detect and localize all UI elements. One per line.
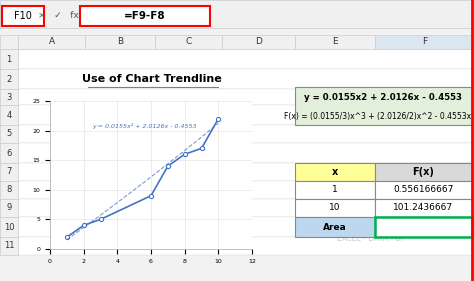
Bar	[0, 237, 18, 255]
Text: D: D	[255, 37, 262, 46]
Text: exceldemy
EXCEL - DATA - BI: exceldemy EXCEL - DATA - BI	[337, 223, 403, 243]
Bar	[0, 105, 18, 125]
Bar	[295, 181, 375, 199]
Text: 1: 1	[117, 129, 123, 139]
Bar	[85, 105, 155, 125]
Bar	[375, 199, 472, 217]
Bar	[18, 125, 474, 143]
Text: 9: 9	[6, 203, 12, 212]
Bar	[18, 217, 474, 237]
Bar	[0, 163, 18, 181]
Bar	[18, 163, 474, 181]
Text: E: E	[332, 37, 338, 46]
Bar	[18, 69, 474, 89]
Text: 2: 2	[6, 74, 12, 83]
Text: F10: F10	[14, 11, 32, 21]
Bar	[18, 49, 474, 69]
Text: ×   ✓   fx: × ✓ fx	[37, 12, 78, 21]
Text: 4: 4	[6, 110, 12, 119]
Bar	[0, 49, 18, 69]
Bar	[375, 181, 472, 199]
Bar	[0, 35, 18, 49]
Text: 6: 6	[6, 148, 12, 157]
Text: F(x) = (0.0155/3)x^3 + (2.0126/2)x^2 - 0.4553x+c: F(x) = (0.0155/3)x^3 + (2.0126/2)x^2 - 0…	[284, 112, 474, 121]
Bar	[18, 143, 474, 163]
Bar	[18, 89, 474, 105]
Text: C: C	[185, 37, 191, 46]
Text: Area: Area	[323, 223, 347, 232]
Text: 11: 11	[4, 241, 14, 250]
Bar	[18, 181, 474, 199]
Text: F(x): F(x)	[412, 167, 435, 177]
Text: 1: 1	[6, 55, 12, 64]
Bar	[375, 217, 472, 237]
Text: 1: 1	[332, 185, 338, 194]
Bar	[80, 6, 210, 26]
Bar	[0, 125, 18, 143]
Bar	[295, 163, 375, 181]
Bar	[295, 87, 472, 125]
Text: 3: 3	[6, 92, 12, 101]
Bar	[0, 217, 18, 237]
Text: X: X	[116, 110, 124, 120]
Bar	[18, 237, 474, 255]
Bar	[2, 6, 44, 26]
Bar	[18, 35, 85, 49]
Text: 10: 10	[4, 223, 14, 232]
Bar	[295, 217, 375, 237]
Bar	[85, 125, 155, 143]
Bar	[295, 199, 375, 217]
Text: A: A	[48, 37, 55, 46]
Text: =F9-F8: =F9-F8	[124, 11, 166, 21]
Bar	[155, 125, 220, 143]
Bar	[0, 143, 18, 163]
Bar	[85, 35, 155, 49]
Text: 0.556166667: 0.556166667	[393, 185, 454, 194]
Bar	[18, 105, 474, 125]
Bar	[375, 217, 472, 237]
Text: 10: 10	[329, 203, 341, 212]
Bar	[375, 163, 472, 181]
Text: y = 0.0155x2 + 2.0126x - 0.4553: y = 0.0155x2 + 2.0126x - 0.4553	[304, 92, 462, 101]
Text: 5: 5	[6, 130, 12, 139]
Text: y = 0.0155x² + 2.0126x - 0.4553: y = 0.0155x² + 2.0126x - 0.4553	[92, 123, 197, 129]
Bar	[0, 199, 18, 217]
Bar	[222, 35, 295, 49]
Bar	[0, 69, 18, 89]
Bar	[0, 0, 474, 28]
Text: 2: 2	[184, 129, 190, 139]
Text: F: F	[422, 37, 427, 46]
Bar	[155, 105, 220, 125]
Text: 7: 7	[6, 167, 12, 176]
Bar	[18, 199, 474, 217]
Text: 101.2436667: 101.2436667	[393, 203, 454, 212]
Bar	[0, 181, 18, 199]
Text: Y: Y	[183, 110, 191, 120]
Text: 8: 8	[6, 185, 12, 194]
Text: Use of Chart Trendline: Use of Chart Trendline	[82, 74, 222, 84]
Bar	[155, 35, 222, 49]
Text: B: B	[117, 37, 123, 46]
Bar	[295, 35, 375, 49]
Bar	[0, 89, 18, 105]
Bar	[375, 35, 474, 49]
Text: 100.6875: 100.6875	[402, 223, 445, 232]
Text: x: x	[332, 167, 338, 177]
